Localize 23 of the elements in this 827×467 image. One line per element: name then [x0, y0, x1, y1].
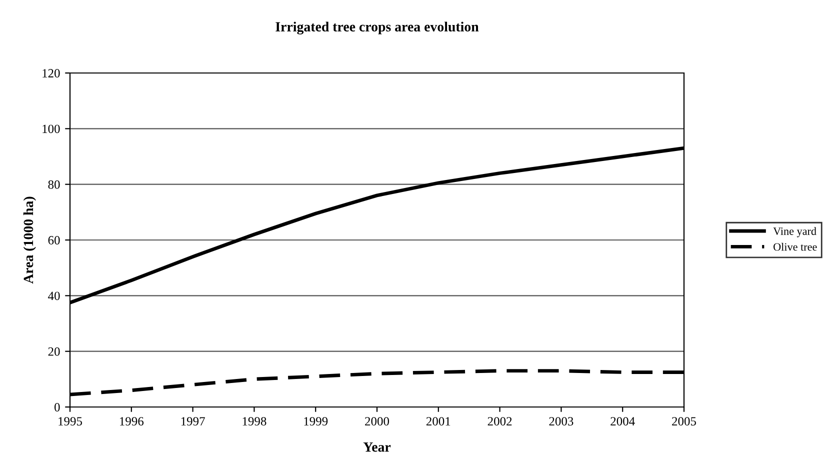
y-tick-label: 80 [48, 180, 60, 189]
x-tick-label: 2005 [672, 417, 696, 426]
x-tick-label: 1998 [242, 417, 266, 426]
y-tick-label: 0 [54, 403, 60, 412]
x-tick-label: 2000 [365, 417, 390, 426]
y-tick-label: 120 [42, 69, 60, 78]
x-axis-title: Year [363, 442, 391, 452]
y-tick-label: 40 [48, 292, 60, 300]
legend-label: Vine yard [773, 227, 816, 238]
x-tick-label: 2004 [610, 417, 635, 426]
legend-label: Olive tree [774, 242, 817, 251]
x-tick-label: 2002 [488, 417, 512, 426]
y-tick-label: 60 [48, 236, 60, 244]
x-tick-label: 1995 [58, 417, 82, 426]
chart-title: Irrigated tree crops area evolution [276, 22, 479, 34]
x-tick-label: 2003 [549, 417, 574, 426]
y-tick-label: 100 [42, 124, 60, 134]
x-tick-label: 1999 [304, 417, 328, 426]
x-tick-label: 1996 [120, 417, 144, 426]
y-axis-title: Area (1000 ha) [23, 196, 36, 284]
x-tick-label: 1997 [181, 417, 205, 426]
x-tick-label: 2001 [426, 417, 450, 426]
y-tick-label: 20 [48, 347, 60, 356]
